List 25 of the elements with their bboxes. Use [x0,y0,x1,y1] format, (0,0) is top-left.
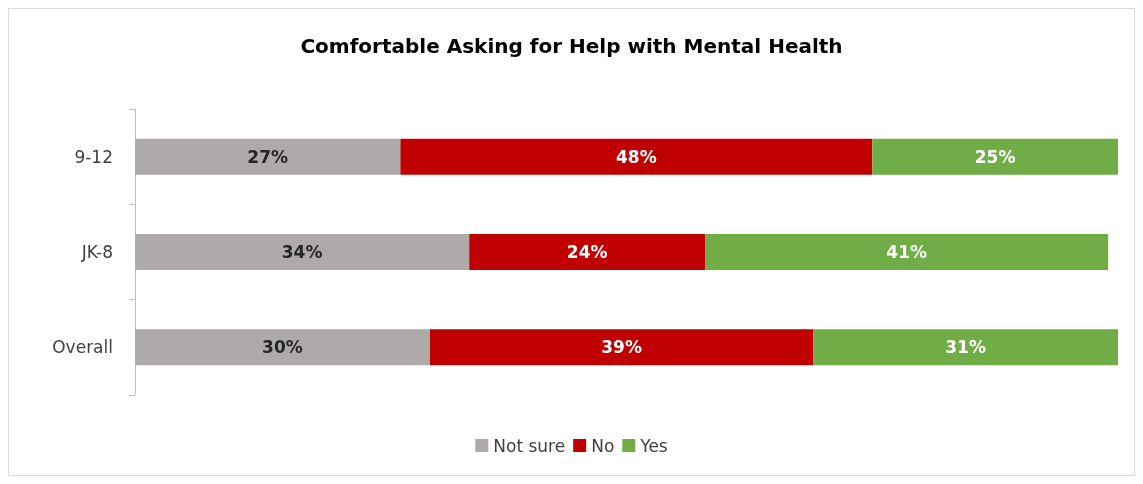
data-label: 27% [247,146,289,167]
bar [135,234,470,270]
bar [872,138,1118,175]
y-tick-label: Overall [52,337,113,358]
data-label: 24% [566,242,608,262]
y-tick-label: 9-12 [74,146,113,167]
data-label: 39% [601,337,642,358]
y-tick-label: JK-8 [80,242,113,262]
data-label: 25% [974,146,1016,167]
bar [400,138,873,175]
chart-title: Comfortable Asking for Help with Mental Health [300,34,843,58]
bar [469,234,706,270]
data-label: 30% [262,337,303,358]
legend-label: Not sure [493,435,566,456]
data-label: 31% [945,337,986,358]
bar [813,329,1118,366]
bar [429,329,814,366]
bar [705,234,1109,270]
data-label: 48% [615,146,657,167]
data-label: 41% [886,242,928,262]
data-label: 34% [281,242,323,262]
bar [135,329,430,366]
legend-label: Yes [639,435,668,456]
bar [135,138,401,175]
legend-label: No [591,435,615,456]
